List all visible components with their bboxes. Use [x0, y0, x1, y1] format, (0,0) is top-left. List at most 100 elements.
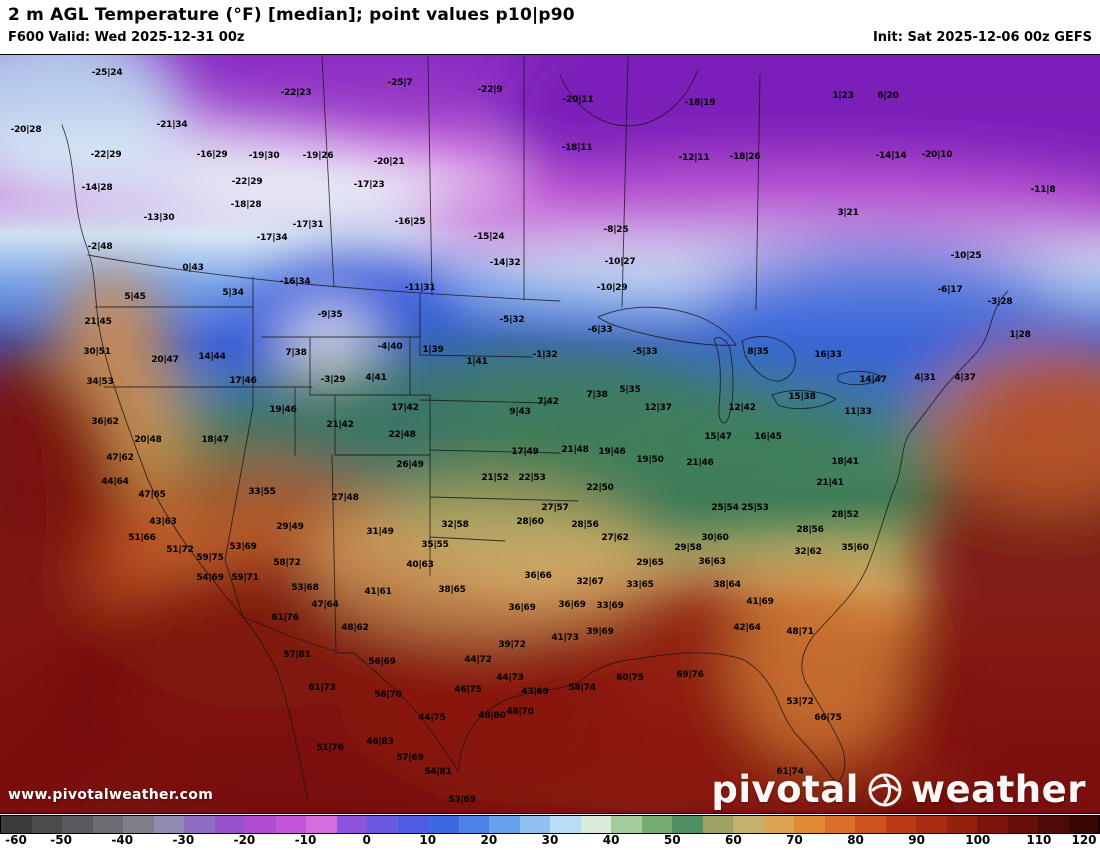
- point-value: -14|14: [875, 151, 907, 161]
- point-value: 12|42: [728, 403, 756, 413]
- point-value: 43|69: [521, 687, 549, 697]
- point-value: 7|38: [586, 390, 608, 400]
- point-value: 15|47: [704, 432, 732, 442]
- point-value: 43|63: [149, 517, 177, 527]
- point-value: 32|67: [576, 577, 604, 587]
- point-value: 17|46: [229, 376, 257, 386]
- point-value: -3|29: [320, 375, 346, 385]
- point-value: 28|52: [831, 510, 859, 520]
- colorbar-segment: [672, 816, 703, 833]
- point-value: -8|25: [603, 225, 629, 235]
- colorbar-gradient: [0, 815, 1100, 834]
- point-value: 61|74: [776, 767, 804, 777]
- point-value: -19|30: [248, 151, 280, 161]
- watermark-url: www.pivotalweather.com: [8, 787, 214, 803]
- point-value: 31|49: [366, 527, 394, 537]
- point-value: 59|75: [196, 553, 224, 563]
- point-value: 39|72: [498, 640, 526, 650]
- point-value: 26|49: [396, 460, 424, 470]
- point-value: 0|43: [182, 263, 204, 273]
- point-value: 44|73: [496, 673, 524, 683]
- point-value: 27|62: [601, 533, 629, 543]
- valid-time-label: F600 Valid: Wed 2025-12-31 00z: [8, 30, 245, 45]
- point-value: 21|45: [84, 317, 112, 327]
- point-value: 48|62: [341, 623, 369, 633]
- point-value: -17|23: [353, 180, 385, 190]
- point-value: 1|23: [832, 91, 854, 101]
- point-value: 39|69: [586, 627, 614, 637]
- logo-word-pivotal: pivotal: [711, 768, 859, 811]
- point-value: 33|55: [248, 487, 276, 497]
- colorbar-segment: [550, 816, 581, 833]
- point-value: -5|32: [499, 315, 525, 325]
- point-value: -22|29: [90, 150, 122, 160]
- point-value: -19|26: [302, 151, 334, 161]
- colorbar-segment: [153, 816, 184, 833]
- point-value: -18|19: [684, 98, 716, 108]
- point-value: 44|72: [464, 655, 492, 665]
- point-value: 1|39: [422, 345, 444, 355]
- colorbar-segment: [580, 816, 611, 833]
- point-value: 28|56: [571, 520, 599, 530]
- init-time-label: Init: Sat 2025-12-06 00z GEFS: [872, 30, 1092, 45]
- point-value: 29|49: [276, 522, 304, 532]
- point-value: 27|57: [541, 503, 569, 513]
- colorbar-tick-label: 10: [419, 833, 437, 847]
- point-value: 36|62: [91, 417, 119, 427]
- point-value: 47|64: [311, 600, 339, 610]
- colorbar-tick-label: 40: [602, 833, 620, 847]
- point-value: 16|45: [754, 432, 782, 442]
- point-value: 17|49: [511, 447, 539, 457]
- point-value: -20|28: [10, 125, 42, 135]
- colorbar-segment: [794, 816, 825, 833]
- point-value: 61|73: [308, 683, 336, 693]
- point-value: 32|58: [441, 520, 469, 530]
- colorbar-segment: [1, 816, 32, 833]
- point-value: 21|41: [816, 478, 844, 488]
- point-value: 36|66: [524, 571, 552, 581]
- colorbar-segment: [214, 816, 245, 833]
- point-value: -16|34: [279, 277, 311, 287]
- pivotal-weather-logo: pivotal weather: [711, 768, 1086, 811]
- colorbar-segment: [367, 816, 398, 833]
- colorbar-tick-label: 60: [724, 833, 742, 847]
- point-value: 30|60: [701, 533, 729, 543]
- colorbar-segment: [31, 816, 62, 833]
- page-title: 2 m AGL Temperature (°F) [median]; point…: [8, 5, 575, 25]
- point-value: -20|10: [921, 150, 953, 160]
- point-value: 53|69: [448, 795, 476, 805]
- point-value: 58|72: [273, 558, 301, 568]
- colorbar-tick-label: 100: [965, 833, 991, 847]
- point-value: 54|81: [424, 767, 452, 777]
- point-value: 25|53: [741, 503, 769, 513]
- point-values-layer: -25|24 -22|23 -25|7 -22|9 -20|11 -18|19 1|23 6|…: [0, 55, 1100, 813]
- point-value: -17|34: [256, 233, 288, 243]
- point-value: 46|75: [454, 685, 482, 695]
- point-value: 18|47: [201, 435, 229, 445]
- colorbar-segment: [946, 816, 977, 833]
- point-value: 22|50: [586, 483, 614, 493]
- point-value: 53|69: [229, 542, 257, 552]
- point-value: 54|69: [196, 573, 224, 583]
- point-value: 60|75: [616, 673, 644, 683]
- point-value: 18|41: [831, 457, 859, 467]
- point-value: -22|23: [280, 88, 312, 98]
- colorbar-segment: [275, 816, 306, 833]
- point-value: -11|31: [404, 283, 436, 293]
- colorbar-tick-label: -50: [50, 833, 72, 847]
- point-value: 1|41: [466, 357, 488, 367]
- point-value: -6|17: [937, 285, 963, 295]
- point-value: 8|35: [747, 347, 769, 357]
- point-value: 47|65: [138, 490, 166, 500]
- point-value: 48|80: [478, 711, 506, 721]
- point-value: 6|20: [877, 91, 899, 101]
- colorbar-segment: [916, 816, 947, 833]
- point-value: 44|64: [101, 477, 129, 487]
- colorbar-tick-label: 90: [908, 833, 926, 847]
- colorbar-segment: [336, 816, 367, 833]
- point-value: 58|74: [568, 683, 596, 693]
- point-value: -3|28: [987, 297, 1013, 307]
- point-value: 29|65: [636, 558, 664, 568]
- point-value: 32|62: [794, 547, 822, 557]
